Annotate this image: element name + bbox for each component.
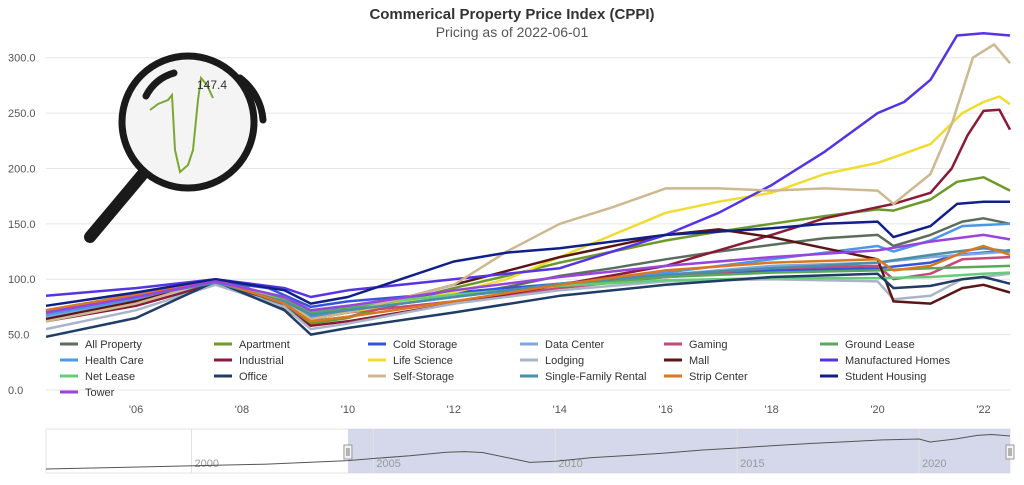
navigator[interactable]: 2000 2005 2010 2015 2020 (45, 428, 1015, 474)
y-tick-label: 250.0 (8, 108, 36, 120)
legend-item[interactable]: Strip Center (664, 371, 748, 383)
legend-label: Ground Lease (845, 339, 915, 351)
chart-subtitle: Pricing as of 2022-06-01 (435, 24, 589, 40)
y-tick-label: 300.0 (8, 53, 36, 65)
chart-title: Commerical Property Price Index (CPPI) (369, 6, 655, 23)
x-tick-label: '06 (129, 404, 143, 416)
legend-item[interactable]: All Property (60, 339, 142, 351)
series-line-self-storage[interactable] (45, 43, 1011, 323)
legend-item[interactable]: Industrial (214, 355, 284, 367)
series-layer (45, 32, 1012, 339)
legend-item[interactable]: Apartment (214, 339, 290, 351)
navigator-label: 2000 (195, 458, 219, 470)
legend-item[interactable]: Tower (60, 387, 115, 399)
y-tick-label: 150.0 (8, 219, 36, 231)
navigator-series-line (45, 433, 1011, 470)
series-line-tower[interactable] (45, 233, 1011, 314)
navigator-label: 2010 (558, 458, 582, 470)
legend-item[interactable]: Data Center (520, 339, 605, 351)
legend-item[interactable]: Student Housing (820, 371, 926, 383)
legend-label: Self-Storage (393, 371, 454, 383)
legend-item[interactable]: Ground Lease (820, 339, 915, 351)
legend-label: Office (239, 371, 268, 383)
legend-label: Tower (85, 387, 115, 399)
y-tick-label: 100.0 (8, 274, 36, 286)
x-tick-label: '20 (870, 404, 884, 416)
x-tick-label: '08 (235, 404, 249, 416)
legend-item[interactable]: Life Science (368, 355, 453, 367)
navigator-label: 2020 (922, 458, 946, 470)
legend-item[interactable]: Gaming (664, 339, 728, 351)
series-line-office[interactable] (45, 272, 1011, 339)
legend-item[interactable]: Lodging (520, 355, 584, 367)
legend: All Property Apartment Cold Storage Data Ce… (60, 339, 951, 399)
x-tick-label: '12 (447, 404, 461, 416)
x-tick-label: '22 (976, 404, 990, 416)
legend-label: Data Center (545, 339, 605, 351)
legend-label: Lodging (545, 355, 584, 367)
series-line-single-family-rental[interactable] (45, 246, 1011, 316)
legend-label: Net Lease (85, 371, 135, 383)
y-tick-label: 50.0 (8, 330, 29, 342)
navigator-left-handle[interactable] (343, 444, 353, 460)
legend-label: Student Housing (845, 371, 926, 383)
legend-item[interactable]: Manufactured Homes (820, 355, 951, 367)
navigator-right-handle[interactable] (1005, 444, 1015, 460)
legend-label: Life Science (393, 355, 453, 367)
legend-item[interactable]: Single-Family Rental (520, 371, 646, 383)
y-axis: 0.0 50.0 100.0 150.0 200.0 250.0 300.0 (8, 53, 36, 397)
x-tick-label: '18 (764, 404, 778, 416)
legend-label: Cold Storage (393, 339, 457, 351)
legend-label: Manufactured Homes (845, 355, 951, 367)
navigator-label: 2015 (740, 458, 764, 470)
x-tick-label: '10 (341, 404, 355, 416)
x-axis: '06 '08 '10 '12 '14 '16 '18 '20 '22 (129, 404, 991, 416)
legend-label: Industrial (239, 355, 284, 367)
legend-item[interactable]: Mall (664, 355, 709, 367)
legend-label: All Property (85, 339, 142, 351)
x-tick-label: '16 (659, 404, 673, 416)
series-line-student-housing[interactable] (45, 200, 1010, 308)
x-tick-label: '14 (553, 404, 567, 416)
series-line-strip-center[interactable] (45, 244, 1011, 323)
legend-label: Gaming (689, 339, 728, 351)
legend-item[interactable]: Health Care (60, 355, 144, 367)
navigator-label: 2005 (376, 458, 400, 470)
legend-label: Health Care (85, 355, 144, 367)
legend-item[interactable]: Self-Storage (368, 371, 454, 383)
legend-label: Single-Family Rental (545, 371, 646, 383)
magnifier-value-label: 147.4 (197, 78, 227, 92)
legend-label: Mall (689, 355, 709, 367)
navigator-labels: 2000 2005 2010 2015 2020 (191, 429, 947, 473)
y-tick-label: 0.0 (8, 385, 23, 397)
legend-label: Strip Center (689, 371, 748, 383)
legend-item[interactable]: Office (214, 371, 268, 383)
navigator-selected-range[interactable] (347, 429, 1010, 473)
legend-label: Apartment (239, 339, 290, 351)
legend-item[interactable]: Cold Storage (368, 339, 457, 351)
y-tick-label: 200.0 (8, 163, 36, 175)
legend-item[interactable]: Net Lease (60, 371, 135, 383)
magnifier-apartment-line (149, 75, 214, 174)
magnifier-icon: 147.4 (84, 52, 267, 243)
